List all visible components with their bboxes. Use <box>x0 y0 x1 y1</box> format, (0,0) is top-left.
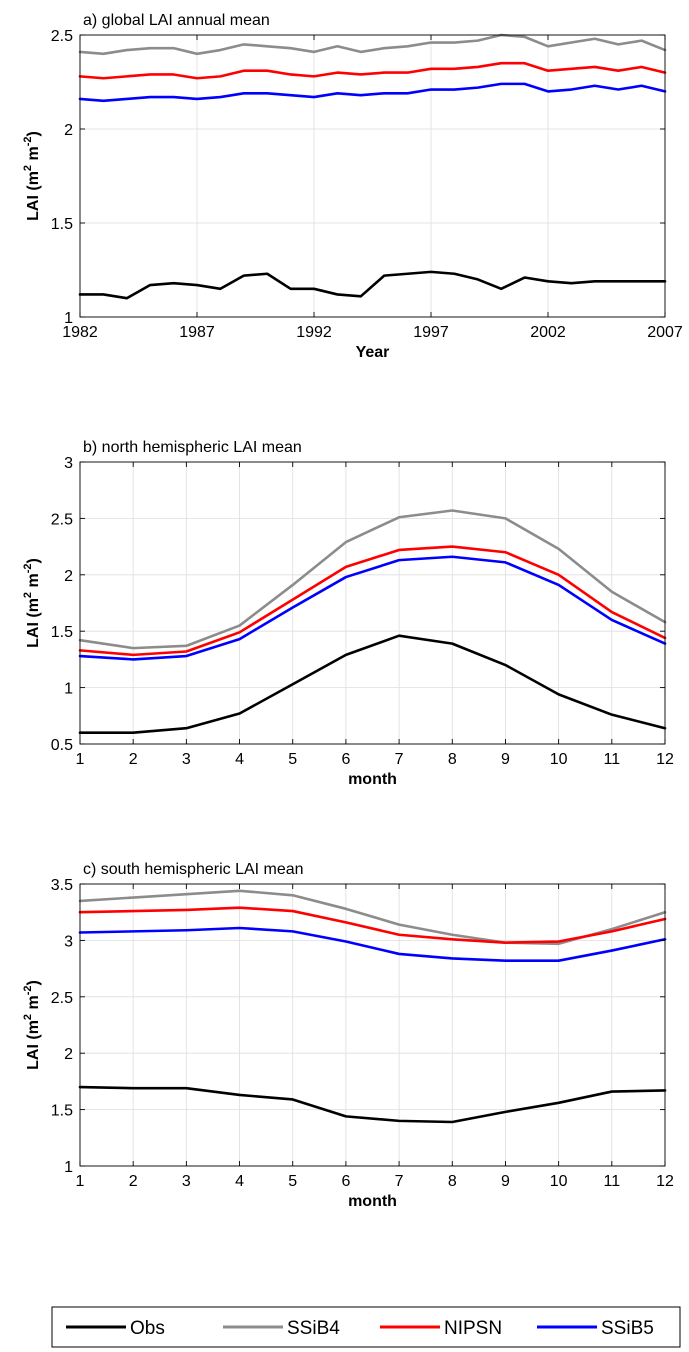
y-tick-label: 2.5 <box>51 511 73 528</box>
y-tick-label: 2 <box>64 1046 73 1063</box>
axes-box <box>79 34 666 318</box>
x-tick-label: 6 <box>341 1173 350 1190</box>
x-tick-label: 1992 <box>296 324 332 341</box>
y-tick-label: 2 <box>64 568 73 585</box>
x-tick-label: 12 <box>656 1173 674 1190</box>
x-tick-label: 3 <box>182 751 191 768</box>
y-tick-label: 2 <box>64 122 73 139</box>
x-axis-label: Year <box>356 344 390 361</box>
series-line-ssib4 <box>78 33 667 56</box>
x-tick-label: 2 <box>129 751 138 768</box>
y-tick-label: 1.5 <box>51 216 73 233</box>
y-tick-label: 0.5 <box>51 737 73 754</box>
y-tick-label: 3 <box>64 933 73 950</box>
x-tick-label: 1 <box>76 1173 85 1190</box>
series-line-ssib5 <box>78 926 667 963</box>
series-line-ssib5 <box>78 555 667 661</box>
x-tick-label: 7 <box>395 1173 404 1190</box>
x-tick-label: 1982 <box>62 324 98 341</box>
x-tick-label: 11 <box>604 1173 621 1190</box>
y-tick-label: 1 <box>64 310 73 327</box>
panel-north-hemisphere: 1 2 3 4 5 6 7 8 9 10 11 120.511.522.53b) north hemi… <box>22 439 674 788</box>
x-tick-label: 2007 <box>647 324 683 341</box>
series-line-ssib4 <box>78 889 667 946</box>
x-axis-label: month <box>348 771 397 788</box>
x-tick-label: 9 <box>501 751 510 768</box>
x-tick-label: 10 <box>550 751 568 768</box>
series-line-ssib5 <box>78 82 667 103</box>
x-tick-label: 10 <box>550 1173 568 1190</box>
y-axis-label: LAI (m2 m-2) <box>22 980 42 1070</box>
series-line-obs <box>78 1085 667 1124</box>
series-line-nipsn <box>78 545 667 657</box>
legend-label-ssib4: SSiB4 <box>287 1318 340 1339</box>
series-line-obs <box>78 270 667 300</box>
y-tick-label: 2.5 <box>51 28 73 45</box>
x-tick-label: 5 <box>288 751 297 768</box>
series-line-obs <box>78 634 667 735</box>
x-tick-label: 6 <box>341 751 350 768</box>
x-tick-label: 9 <box>501 1173 510 1190</box>
x-tick-label: 7 <box>395 751 404 768</box>
x-tick-label: 4 <box>235 751 244 768</box>
series-line-nipsn <box>78 906 667 944</box>
y-tick-label: 2.5 <box>51 990 73 1007</box>
ticks: 1982 1987 1992 1997 2002 2007 1 1.5 2 2.5 <box>51 28 683 341</box>
x-tick-label: 1987 <box>179 324 215 341</box>
x-axis-label: month <box>348 1193 397 1210</box>
y-tick-label: 1 <box>64 681 73 698</box>
y-axis-label: LAI (m2 m-2) <box>22 131 42 221</box>
legend: Obs SSiB4 NIPSN SSiB5 <box>51 1306 681 1348</box>
axes-box <box>79 883 666 1167</box>
grid <box>79 883 666 1167</box>
x-tick-label: 5 <box>288 1173 297 1190</box>
x-tick-label: 8 <box>448 751 457 768</box>
series-group <box>78 33 667 300</box>
axes-box <box>79 461 666 745</box>
series-group <box>78 509 667 735</box>
series-line-ssib4 <box>78 509 667 650</box>
x-tick-label: 2 <box>129 1173 138 1190</box>
ticks: 1 2 3 4 5 6 7 8 9 10 11 120.511.522.53 <box>51 455 674 768</box>
legend-label-nipsn: NIPSN <box>444 1318 502 1339</box>
x-tick-label: 3 <box>182 1173 191 1190</box>
x-tick-label: 12 <box>656 751 674 768</box>
legend-label-ssib5: SSiB5 <box>601 1318 654 1339</box>
chart-title: c) south hemispheric LAI mean <box>83 861 304 878</box>
x-tick-label: 1997 <box>413 324 449 341</box>
chart-title: b) north hemispheric LAI mean <box>83 439 302 456</box>
legend-label-obs: Obs <box>130 1318 165 1339</box>
series-line-nipsn <box>78 61 667 80</box>
series-group <box>78 889 667 1124</box>
y-tick-label: 1.5 <box>51 1103 73 1120</box>
y-tick-label: 1 <box>64 1159 73 1176</box>
x-tick-label: 1 <box>76 751 85 768</box>
x-tick-label: 2002 <box>530 324 566 341</box>
y-tick-label: 1.5 <box>51 624 73 641</box>
x-tick-label: 11 <box>604 751 621 768</box>
y-tick-label: 3 <box>64 455 73 472</box>
grid <box>79 34 666 318</box>
y-axis-label: LAI (m2 m-2) <box>22 558 42 648</box>
y-tick-label: 3.5 <box>51 877 73 894</box>
chart-title: a) global LAI annual mean <box>83 12 270 29</box>
panel-global-annual: 1982 1987 1992 1997 2002 2007 1 1.5 2 2.5 a) globa… <box>22 12 683 361</box>
x-tick-label: 4 <box>235 1173 244 1190</box>
x-tick-label: 8 <box>448 1173 457 1190</box>
